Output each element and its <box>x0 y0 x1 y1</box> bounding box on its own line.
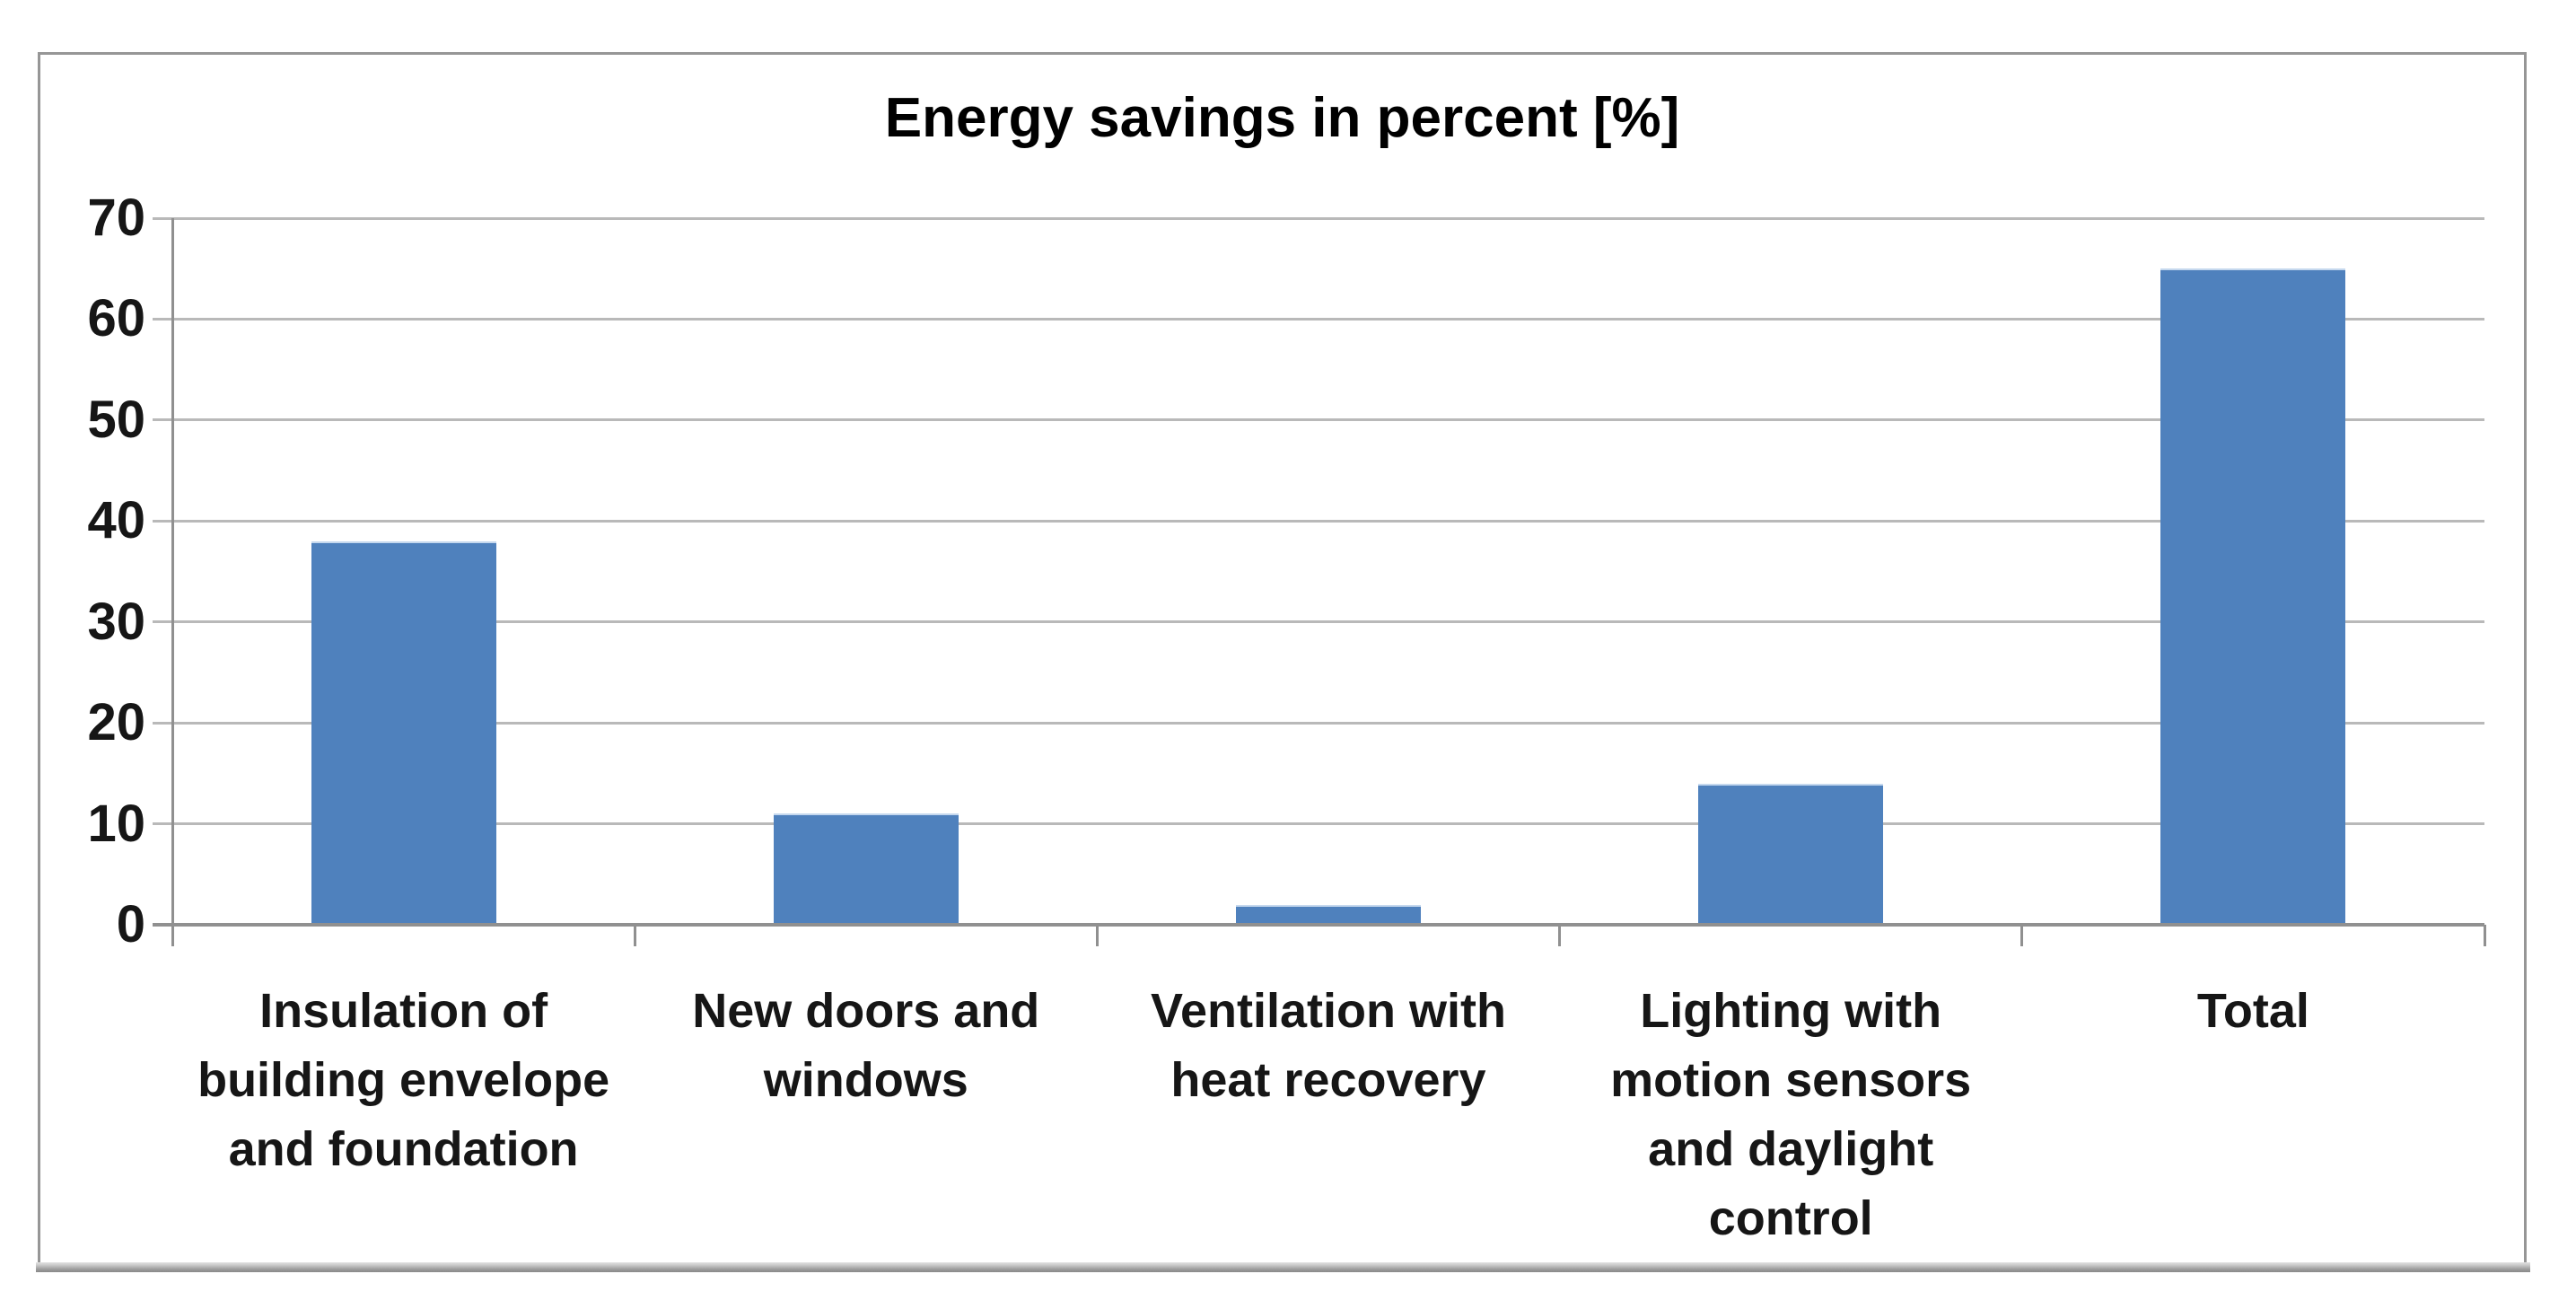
y-axis-label: 60 <box>87 289 145 348</box>
bar <box>1236 904 1421 927</box>
category-tick <box>633 925 636 946</box>
gridline <box>153 216 2484 220</box>
bar <box>2160 268 2346 927</box>
x-axis-label: Lighting with motion sensors and dayligh… <box>1610 984 1972 1245</box>
gridline <box>153 721 2484 725</box>
x-axis-label: Insulation of building envelope and foun… <box>197 984 610 1176</box>
category-tick <box>2020 925 2024 946</box>
gridline <box>153 317 2484 321</box>
frame-bottom-shadow <box>36 1262 2530 1272</box>
category-tick <box>2483 925 2486 946</box>
gridline <box>153 822 2484 826</box>
y-axis-label: 20 <box>87 693 145 752</box>
y-axis-label: 40 <box>87 491 145 550</box>
bar <box>773 813 959 927</box>
x-axis-label: New doors and windows <box>692 984 1040 1107</box>
gridline <box>153 519 2484 523</box>
y-axis-label: 70 <box>87 189 145 247</box>
bar <box>311 540 496 927</box>
x-axis-label: Total <box>2196 984 2309 1038</box>
x-axis-line <box>153 923 2484 927</box>
chart-title: Energy savings in percent [%] <box>884 87 1680 149</box>
gridline <box>153 620 2484 624</box>
x-axis-label: Ventilation with heat recovery <box>1150 984 1506 1107</box>
y-axis-label: 30 <box>87 592 145 651</box>
category-tick <box>1095 925 1099 946</box>
y-axis-label: 0 <box>116 895 145 953</box>
y-axis-label: 10 <box>87 794 145 853</box>
y-axis-label: 50 <box>87 390 145 449</box>
bar <box>1698 783 1884 927</box>
gridline <box>153 418 2484 422</box>
y-axis-line <box>171 218 174 946</box>
category-tick <box>1558 925 1562 946</box>
